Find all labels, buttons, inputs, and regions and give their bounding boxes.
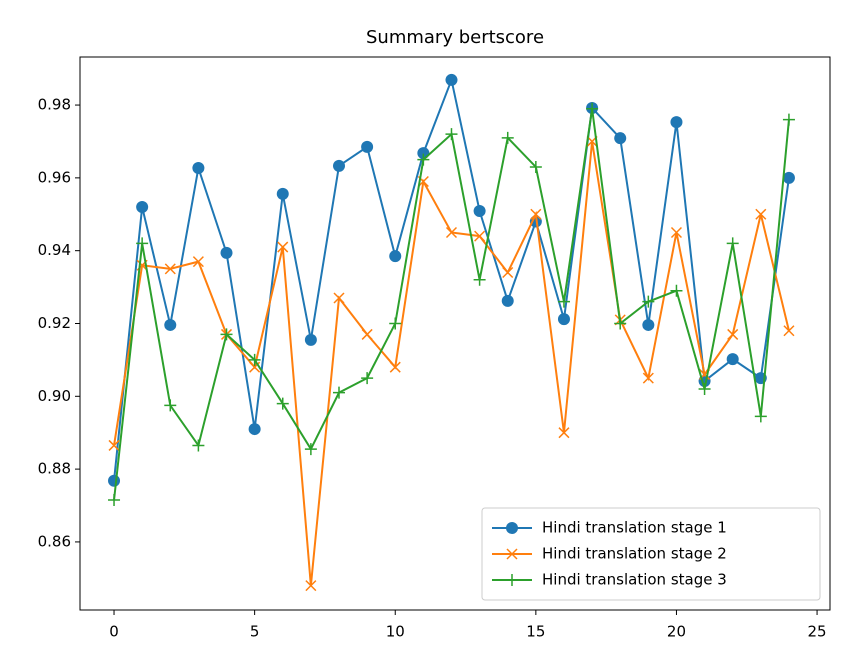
legend-label: Hindi translation stage 3 bbox=[542, 571, 727, 589]
legend-marker bbox=[506, 522, 518, 534]
marker bbox=[782, 171, 795, 184]
marker bbox=[305, 580, 317, 592]
marker bbox=[783, 325, 795, 337]
marker bbox=[108, 494, 121, 507]
marker bbox=[164, 318, 177, 331]
marker bbox=[557, 295, 570, 308]
marker bbox=[782, 113, 795, 126]
marker bbox=[473, 204, 486, 217]
marker bbox=[445, 226, 458, 239]
x-tick-label: 5 bbox=[250, 623, 260, 641]
marker bbox=[164, 399, 177, 412]
marker bbox=[136, 200, 149, 213]
marker bbox=[755, 208, 767, 220]
x-tick-label: 15 bbox=[526, 623, 545, 641]
marker bbox=[726, 353, 739, 366]
marker bbox=[670, 116, 683, 129]
marker bbox=[192, 162, 205, 175]
y-tick-label: 0.92 bbox=[38, 314, 71, 332]
marker bbox=[220, 246, 233, 259]
marker bbox=[670, 226, 682, 239]
marker bbox=[614, 317, 627, 330]
marker bbox=[389, 250, 402, 263]
marker bbox=[727, 328, 739, 340]
marker bbox=[698, 383, 711, 396]
marker bbox=[276, 187, 289, 200]
marker bbox=[164, 263, 176, 275]
marker bbox=[501, 294, 514, 307]
marker bbox=[754, 410, 767, 423]
plot-area bbox=[79, 56, 831, 611]
chart-title: Summary bertscore bbox=[366, 27, 544, 48]
marker bbox=[276, 397, 289, 410]
x-tick-label: 0 bbox=[109, 623, 119, 641]
marker bbox=[248, 423, 261, 436]
marker bbox=[586, 102, 599, 115]
marker bbox=[277, 241, 289, 253]
x-tick-label: 20 bbox=[667, 623, 686, 641]
marker bbox=[389, 361, 401, 373]
marker bbox=[361, 140, 374, 153]
y-tick-label: 0.94 bbox=[38, 241, 71, 259]
marker bbox=[473, 273, 486, 286]
legend-marker bbox=[506, 574, 518, 586]
legend-label: Hindi translation stage 1 bbox=[542, 519, 727, 537]
marker bbox=[248, 353, 261, 366]
marker bbox=[474, 230, 486, 242]
marker bbox=[642, 295, 655, 308]
marker bbox=[642, 372, 654, 384]
legend-box bbox=[481, 507, 821, 601]
marker bbox=[614, 132, 627, 145]
marker bbox=[220, 328, 233, 341]
marker bbox=[136, 237, 149, 250]
legend-label: Hindi translation stage 2 bbox=[542, 545, 727, 563]
marker bbox=[389, 317, 402, 330]
marker bbox=[726, 237, 739, 250]
marker bbox=[501, 131, 514, 144]
marker bbox=[530, 208, 542, 220]
marker bbox=[445, 73, 458, 86]
y-tick-label: 0.96 bbox=[38, 168, 71, 186]
legend-marker bbox=[506, 548, 518, 560]
marker bbox=[192, 439, 205, 452]
marker bbox=[417, 153, 430, 166]
x-tick-label: 25 bbox=[808, 623, 827, 641]
marker bbox=[558, 427, 570, 439]
marker bbox=[361, 372, 374, 385]
marker bbox=[445, 128, 458, 141]
y-tick-label: 0.90 bbox=[38, 387, 71, 405]
marker bbox=[332, 159, 345, 172]
marker bbox=[333, 292, 345, 304]
marker bbox=[304, 443, 317, 456]
marker bbox=[557, 313, 570, 326]
marker bbox=[361, 328, 373, 340]
marker bbox=[332, 386, 345, 399]
x-tick-label: 10 bbox=[386, 623, 405, 641]
y-tick-label: 0.88 bbox=[38, 460, 71, 478]
marker bbox=[529, 160, 542, 173]
y-tick-label: 0.86 bbox=[38, 532, 71, 550]
marker bbox=[670, 284, 683, 297]
marker bbox=[304, 333, 317, 346]
marker bbox=[108, 474, 121, 487]
marker bbox=[642, 318, 655, 331]
marker bbox=[502, 266, 514, 279]
marker bbox=[192, 256, 204, 268]
marker bbox=[108, 439, 120, 451]
y-tick-label: 0.98 bbox=[38, 96, 71, 114]
